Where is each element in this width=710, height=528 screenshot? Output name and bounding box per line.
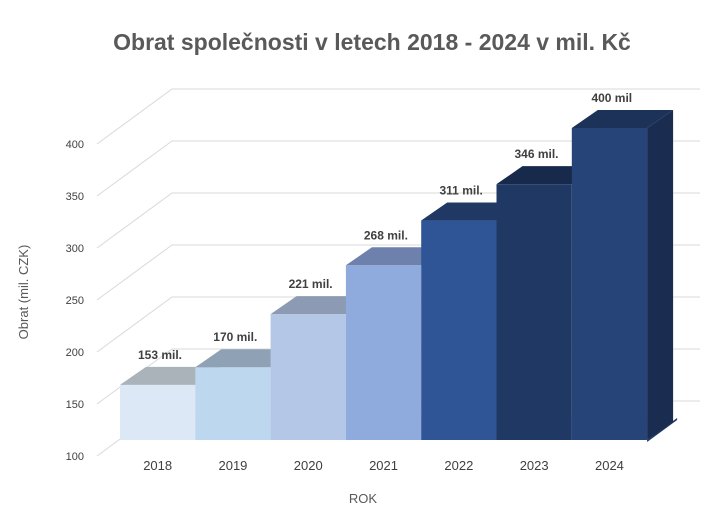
bar-front — [195, 367, 271, 440]
data-label: 153 mil. — [138, 348, 182, 362]
gridline — [96, 140, 700, 197]
y-tick-label: 200 — [66, 347, 84, 359]
x-tick-label: 2021 — [369, 458, 398, 473]
bar-front — [421, 220, 497, 440]
bar-2023 — [496, 166, 598, 440]
data-label: 311 mil. — [440, 184, 483, 198]
x-tick-label: 2024 — [595, 458, 624, 473]
y-axis-ticks: 100 150 200 250 300 350 400 — [66, 139, 84, 463]
y-tick-label: 250 — [66, 295, 84, 307]
bar-front — [120, 384, 196, 440]
bar-2021 — [345, 247, 448, 440]
data-label: 221 mil. — [289, 277, 333, 291]
x-tick-label: 2019 — [218, 458, 247, 473]
x-tick-label: 2023 — [520, 458, 549, 473]
x-tick-label: 2022 — [444, 458, 473, 473]
bar-2024 — [571, 110, 674, 440]
data-label: 268 mil. — [364, 228, 408, 242]
y-tick-label: 300 — [66, 243, 84, 255]
bar-top — [571, 110, 674, 128]
data-labels: 153 mil. 170 mil. 221 mil. 268 mil. 311 mil.… — [138, 91, 632, 362]
data-label: 170 mil. — [213, 330, 257, 344]
y-tick-label: 400 — [66, 139, 84, 151]
y-axis-title: Obrat (mil. CZK) — [16, 245, 31, 340]
gridline — [96, 88, 700, 145]
y-tick-label: 100 — [66, 451, 84, 463]
data-label: 346 mil. — [514, 147, 558, 161]
x-axis-ticks: 2018 2019 2020 2021 2022 2023 2024 — [143, 458, 624, 473]
bar-side — [647, 110, 674, 440]
data-label: 400 mil — [591, 91, 632, 105]
chart-title: Obrat společnosti v letech 2018 - 2024 v… — [113, 29, 631, 55]
y-tick-label: 150 — [66, 399, 84, 411]
bar-front — [270, 314, 346, 440]
x-tick-label: 2018 — [143, 458, 172, 473]
bar-front — [571, 128, 648, 440]
bar-2022 — [421, 202, 523, 440]
x-axis-title: ROK — [349, 491, 378, 506]
y-tick-label: 350 — [66, 191, 84, 203]
x-tick-label: 2020 — [294, 458, 323, 473]
bars — [120, 110, 674, 440]
bar-front — [496, 184, 572, 440]
bar-front — [345, 265, 422, 440]
